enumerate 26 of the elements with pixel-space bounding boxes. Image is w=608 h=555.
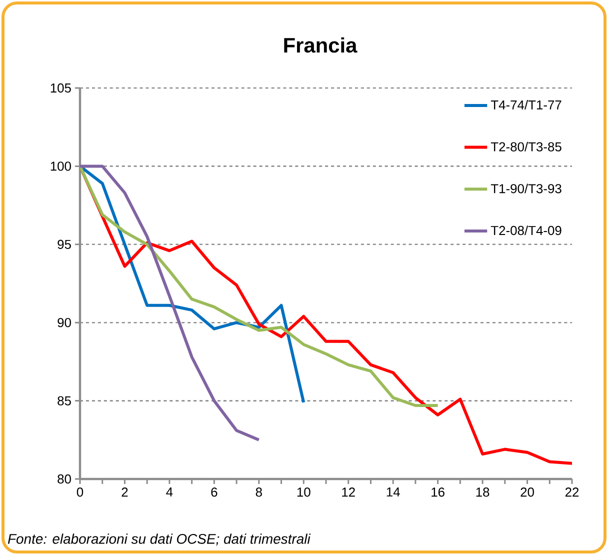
x-tick-label: 2 xyxy=(122,488,128,497)
x-tick-label: 14 xyxy=(386,488,400,496)
line-series xyxy=(80,164,440,407)
y-tick-label: 105 xyxy=(50,83,71,93)
x-tick-label: 22 xyxy=(565,488,579,497)
chart-title: Francia xyxy=(284,37,358,53)
y-tick-label: 95 xyxy=(58,240,71,249)
text: Fonte: elaborazioni su dati OCSE; dati trimestrali xyxy=(8,534,311,546)
legend-label: T4-74/T1-77 xyxy=(490,100,562,110)
y-tick-label: 80 xyxy=(58,474,71,484)
x-tick-label: 18 xyxy=(476,488,490,497)
x-tick-label: 8 xyxy=(256,488,262,497)
x-tick-label: 10 xyxy=(297,488,310,497)
x-tick-label: 4 xyxy=(166,488,173,496)
legend-label: T2-08/T4-09 xyxy=(490,226,562,236)
x-tick-label: 12 xyxy=(342,488,355,497)
x-tick-label: 6 xyxy=(211,488,218,497)
y-tick-label: 90 xyxy=(58,318,71,328)
line-series xyxy=(80,164,260,442)
x-tick-label: 20 xyxy=(520,488,534,497)
y-tick-label: 100 xyxy=(50,162,71,171)
legend-label: T2-80/T3-85 xyxy=(490,142,562,152)
x-tick-label: 16 xyxy=(432,488,444,497)
x-tick-label: 0 xyxy=(76,488,84,497)
y-tick-label: 85 xyxy=(58,396,71,406)
legend-label: T1-90/T3-93 xyxy=(490,184,562,194)
